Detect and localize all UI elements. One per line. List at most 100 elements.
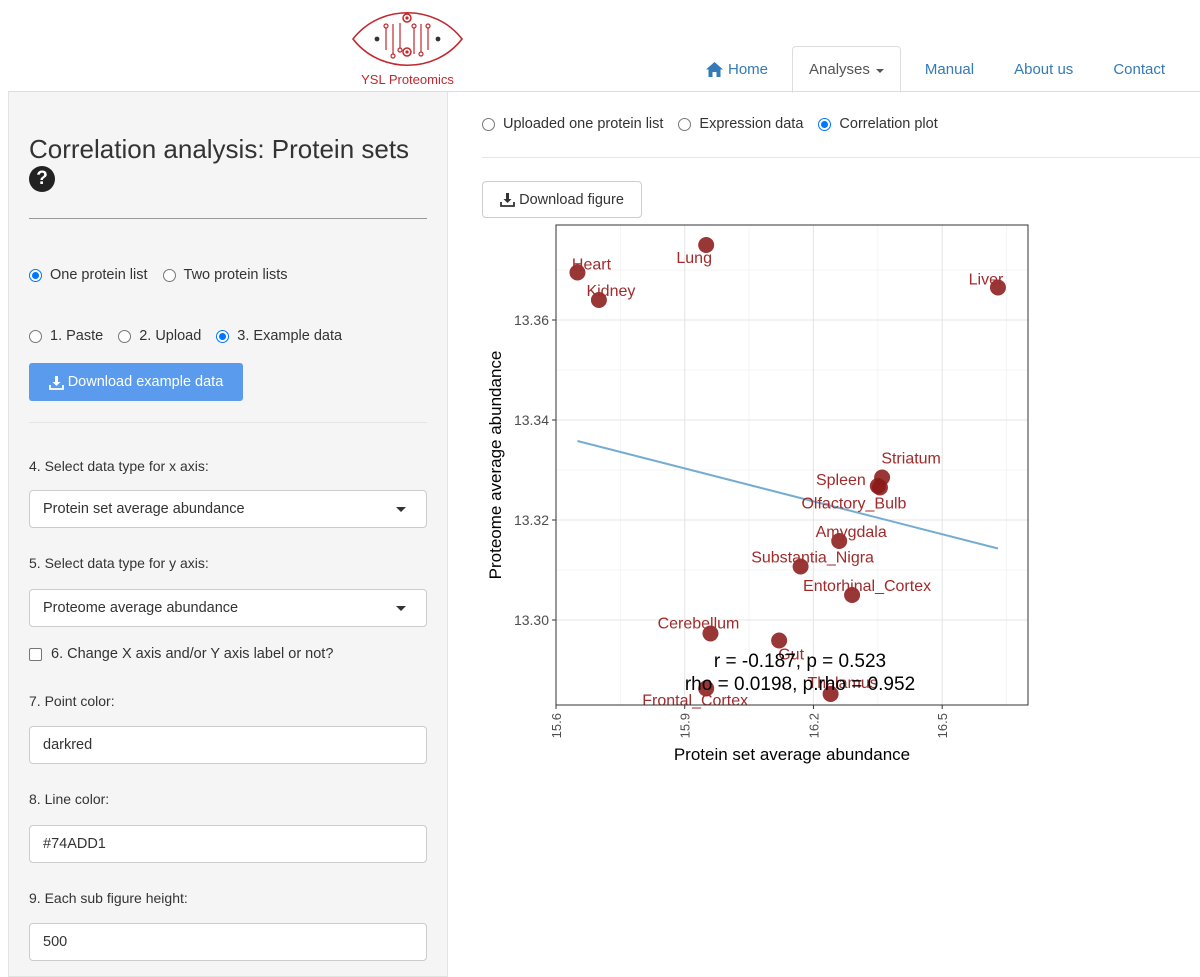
nav-home-label: Home xyxy=(728,60,769,78)
x-axis-select[interactable]: Protein set average abundance xyxy=(29,490,427,528)
data-point-gut xyxy=(771,632,788,649)
data-point-substantia-nigra xyxy=(792,558,809,575)
y-tick-label: 13.34 xyxy=(514,412,549,428)
point-label: Heart xyxy=(572,257,612,274)
download-icon xyxy=(48,375,64,390)
nav-contact-label: Contact xyxy=(1113,60,1166,78)
point-color-label: 7. Point color: xyxy=(29,693,115,709)
checkbox-label: 6. Change X axis and/or Y axis label or … xyxy=(51,646,334,662)
change-axis-label-checkbox[interactable] xyxy=(29,647,42,661)
point-label: Kidney xyxy=(586,283,635,300)
plot-border xyxy=(555,224,1029,706)
radio-label: 1. Paste xyxy=(50,328,104,344)
data-point-olfactory-bulb xyxy=(871,479,888,496)
x-tick-label: 15.6 xyxy=(549,713,564,738)
radio-correlation-plot[interactable]: Correlation plot xyxy=(818,116,938,132)
radio-upload[interactable]: 2. Upload xyxy=(118,328,201,344)
nav-home[interactable]: Home xyxy=(690,46,784,92)
download-icon xyxy=(500,193,515,207)
point-label: Striatum xyxy=(881,451,941,468)
x-axis-select-value: Protein set average abundance xyxy=(43,501,245,517)
nav-analyses-label: Analyses xyxy=(809,61,870,78)
main-nav: Home Analyses Manual About us Contact xyxy=(690,46,1189,93)
radio-indicator[interactable] xyxy=(678,117,692,131)
radio-two-protein-lists[interactable]: Two protein lists xyxy=(162,267,288,283)
plot-panel xyxy=(556,225,1028,705)
regression-line xyxy=(577,440,999,550)
sidebar-panel: Correlation analysis: Protein sets ? One… xyxy=(8,92,448,977)
point-label: Liver xyxy=(969,272,1004,289)
caret-down-icon xyxy=(875,68,884,73)
radio-label: Uploaded one protein list xyxy=(503,116,664,132)
nav-manual[interactable]: Manual xyxy=(909,46,990,92)
nav-about-label: About us xyxy=(1014,60,1074,78)
data-point-heart xyxy=(569,264,586,281)
radio-indicator[interactable] xyxy=(216,329,230,343)
input-mode-radio-group: 1. Paste 2. Upload 3. Example data xyxy=(29,328,357,344)
line-color-value: #74ADD1 xyxy=(43,836,106,852)
y-axis-select-value: Proteome average abundance xyxy=(43,600,239,616)
radio-label: Two protein lists xyxy=(183,267,288,283)
x-axis-title: Protein set average abundance xyxy=(674,745,910,764)
x-tick-label: 16.2 xyxy=(806,713,821,738)
point-label: Gut xyxy=(778,647,804,664)
y-tick-label: 13.32 xyxy=(514,512,549,528)
radio-indicator[interactable] xyxy=(29,329,42,343)
radio-uploaded-list[interactable]: Uploaded one protein list xyxy=(482,116,663,132)
line-color-input[interactable]: #74ADD1 xyxy=(29,825,427,863)
sub-height-input[interactable]: 500 xyxy=(29,923,427,961)
download-figure-label: Download figure xyxy=(519,191,624,208)
x-axis-label: 4. Select data type for x axis: xyxy=(29,458,209,474)
radio-paste[interactable]: 1. Paste xyxy=(29,328,103,344)
nav-manual-label: Manual xyxy=(924,60,975,78)
stats-annotation-spearman: rho = 0.0198, p.rho = 0.952 xyxy=(685,674,915,695)
point-label: Lung xyxy=(676,250,712,267)
sub-height-label: 9. Each sub figure height: xyxy=(29,890,188,906)
nav-contact[interactable]: Contact xyxy=(1097,46,1181,92)
data-point-entorhinal-cortex xyxy=(844,587,861,603)
y-axis-label: 5. Select data type for y axis: xyxy=(29,555,209,571)
radio-label: Correlation plot xyxy=(839,116,938,132)
ysl-logo[interactable]: YSL Proteomics xyxy=(350,6,465,90)
radio-one-protein-list[interactable]: One protein list xyxy=(29,267,148,283)
y-axis-title: Proteome average abundance xyxy=(486,351,505,580)
radio-indicator[interactable] xyxy=(818,117,832,131)
download-figure-button[interactable]: Download figure xyxy=(482,181,642,218)
point-label: Frontal_Cortex xyxy=(642,693,748,710)
correlation-scatter-plot: 15.6 15.9 16.2 16.5 13.30 13.32 13.34 13.36 Hear… xyxy=(486,224,1029,764)
radio-indicator[interactable] xyxy=(29,268,42,282)
data-point-lung xyxy=(698,237,715,253)
download-example-label: Download example data xyxy=(67,374,224,390)
navbar: YSL Proteomics Home Analyses Manual Abou… xyxy=(0,0,1200,93)
logo-text: YSL Proteomics xyxy=(361,72,454,87)
point-label: Thalamus xyxy=(807,675,877,692)
point-label: Entorhinal_Cortex xyxy=(803,578,931,595)
data-point-amygdala xyxy=(831,533,848,549)
help-icon[interactable]: ? xyxy=(29,166,55,192)
radio-expression-data[interactable]: Expression data xyxy=(678,116,803,132)
change-axis-label-checkbox-row[interactable]: 6. Change X axis and/or Y axis label or … xyxy=(29,646,333,662)
y-axis-select[interactable]: Proteome average abundance xyxy=(29,589,427,627)
nav-analyses[interactable]: Analyses xyxy=(792,46,901,93)
point-color-value: darkred xyxy=(43,737,93,753)
data-point-cerebellum xyxy=(702,625,719,642)
download-example-button[interactable]: Download example data xyxy=(29,363,243,401)
stats-annotation-pearson: r = -0.187, p = 0.523 xyxy=(714,651,886,672)
radio-example-data[interactable]: 3. Example data xyxy=(216,328,342,344)
y-tick-label: 13.30 xyxy=(514,612,549,628)
y-tick-label: 13.36 xyxy=(514,312,549,328)
radio-indicator[interactable] xyxy=(162,268,176,282)
radio-label: 2. Upload xyxy=(139,328,202,344)
title-divider xyxy=(29,218,427,219)
logo-eye-icon xyxy=(351,11,464,67)
nav-about-us[interactable]: About us xyxy=(998,46,1089,92)
radio-label: 3. Example data xyxy=(237,328,343,344)
navbar-divider xyxy=(8,91,1200,92)
radio-indicator[interactable] xyxy=(118,329,132,343)
radio-indicator[interactable] xyxy=(482,117,495,131)
point-color-input[interactable]: darkred xyxy=(29,726,427,764)
data-point-liver xyxy=(989,279,1006,296)
data-point-thalamus xyxy=(822,686,839,702)
main-divider xyxy=(482,157,1200,158)
view-mode-radio-group: Uploaded one protein list Expression dat… xyxy=(482,116,953,132)
